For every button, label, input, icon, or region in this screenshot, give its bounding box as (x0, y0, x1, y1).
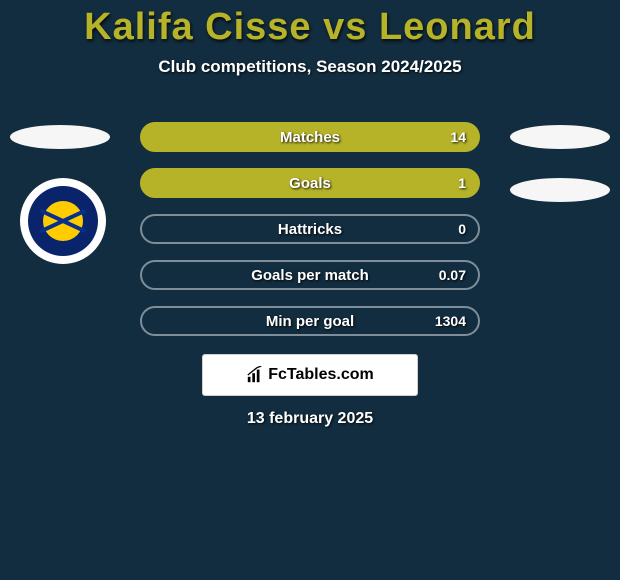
club-badge-core (43, 201, 83, 241)
date: 13 february 2025 (0, 410, 620, 428)
stat-bar-hattricks: Hattricks 0 (140, 214, 480, 244)
stats-bars: Matches 14 Goals 1 Hattricks 0 Goals per… (140, 122, 480, 352)
club-badge (20, 178, 106, 264)
avatar-placeholder-right-1 (510, 125, 610, 149)
stat-label: Goals per match (251, 267, 369, 284)
brand-text: FcTables.com (268, 366, 374, 384)
club-badge-inner (28, 186, 98, 256)
stat-bar-mpg: Min per goal 1304 (140, 306, 480, 336)
stat-value: 0 (458, 221, 466, 237)
stat-label: Min per goal (266, 313, 354, 330)
stat-bar-goals: Goals 1 (140, 168, 480, 198)
stat-value: 0.07 (439, 267, 466, 283)
stat-label: Goals (289, 175, 331, 192)
avatar-placeholder-left-1 (10, 125, 110, 149)
stat-value: 14 (450, 129, 466, 145)
stat-bar-gpm: Goals per match 0.07 (140, 260, 480, 290)
avatar-placeholder-right-2 (510, 178, 610, 202)
stat-value: 1304 (435, 313, 466, 329)
stat-bar-matches: Matches 14 (140, 122, 480, 152)
brand-box[interactable]: FcTables.com (202, 354, 418, 396)
chart-icon (246, 366, 264, 384)
subtitle: Club competitions, Season 2024/2025 (0, 57, 620, 77)
stat-value: 1 (458, 175, 466, 191)
stat-label: Hattricks (278, 221, 342, 238)
page-title: Kalifa Cisse vs Leonard (0, 0, 620, 49)
stat-label: Matches (280, 129, 340, 146)
